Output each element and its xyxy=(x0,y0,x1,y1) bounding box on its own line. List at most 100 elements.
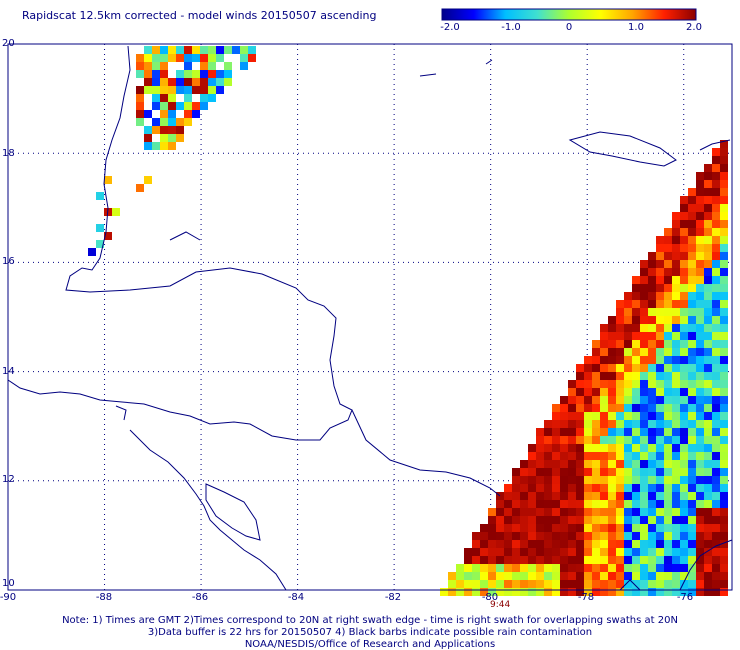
wind-difference-cell xyxy=(720,172,728,180)
wind-difference-cell xyxy=(520,524,528,532)
wind-difference-cell xyxy=(616,556,624,564)
wind-difference-cell xyxy=(672,292,680,300)
wind-difference-cell xyxy=(512,476,520,484)
wind-difference-cell xyxy=(608,508,616,516)
wind-difference-cell xyxy=(672,332,680,340)
wind-difference-cell xyxy=(672,468,680,476)
wind-difference-cell xyxy=(680,388,688,396)
wind-difference-cell xyxy=(488,532,496,540)
wind-difference-cell xyxy=(592,476,600,484)
wind-difference-cell xyxy=(688,572,696,580)
wind-difference-cell xyxy=(712,412,720,420)
wind-difference-cell xyxy=(720,476,728,484)
wind-difference-cell xyxy=(640,492,648,500)
wind-difference-cell xyxy=(648,548,656,556)
wind-difference-cell xyxy=(216,86,224,94)
wind-difference-cell xyxy=(720,300,728,308)
venezuela-coastline xyxy=(619,579,641,591)
wind-difference-cell xyxy=(200,54,208,62)
wind-difference-cell xyxy=(672,476,680,484)
wind-difference-cell xyxy=(568,388,576,396)
wind-difference-cell xyxy=(552,580,560,588)
wind-difference-cell xyxy=(632,324,640,332)
wind-difference-cell xyxy=(704,468,712,476)
wind-difference-cell xyxy=(544,516,552,524)
wind-difference-cell xyxy=(560,412,568,420)
wind-difference-cell xyxy=(496,572,504,580)
wind-difference-cell xyxy=(688,212,696,220)
wind-difference-cell xyxy=(624,580,632,588)
wind-difference-cell xyxy=(584,356,592,364)
wind-difference-cell xyxy=(696,196,704,204)
wind-difference-cell xyxy=(592,492,600,500)
wind-difference-cell xyxy=(704,404,712,412)
wind-difference-cell xyxy=(720,572,728,580)
wind-difference-cell xyxy=(648,292,656,300)
wind-difference-cell xyxy=(520,484,528,492)
wind-difference-cell xyxy=(608,396,616,404)
wind-difference-cell xyxy=(656,508,664,516)
wind-difference-cell xyxy=(704,492,712,500)
wind-difference-cell xyxy=(624,324,632,332)
wind-difference-cell xyxy=(520,500,528,508)
wind-difference-cell xyxy=(664,228,672,236)
wind-difference-cell xyxy=(696,348,704,356)
wind-difference-cell xyxy=(616,388,624,396)
wind-difference-cell xyxy=(656,468,664,476)
wind-difference-cell xyxy=(608,572,616,580)
wind-difference-cell xyxy=(616,468,624,476)
wind-difference-cell xyxy=(536,516,544,524)
wind-difference-cell xyxy=(192,86,200,94)
wind-difference-cell xyxy=(192,46,200,54)
wind-difference-cell xyxy=(648,572,656,580)
wind-difference-cell xyxy=(504,492,512,500)
wind-difference-cell xyxy=(656,532,664,540)
wind-difference-cell xyxy=(600,516,608,524)
wind-difference-cell xyxy=(216,70,224,78)
wind-difference-cell xyxy=(720,404,728,412)
wind-difference-cell xyxy=(632,580,640,588)
wind-difference-cell xyxy=(552,404,560,412)
wind-difference-cell xyxy=(512,508,520,516)
wind-difference-cell xyxy=(664,428,672,436)
wind-difference-cell xyxy=(680,404,688,412)
wind-difference-cell xyxy=(592,404,600,412)
wind-difference-cell xyxy=(672,244,680,252)
wind-difference-cell xyxy=(688,324,696,332)
wind-difference-cell xyxy=(552,420,560,428)
wind-difference-cell xyxy=(552,436,560,444)
wind-difference-cell xyxy=(136,54,144,62)
wind-difference-cell xyxy=(704,172,712,180)
wind-difference-cell xyxy=(568,404,576,412)
wind-difference-cell xyxy=(664,460,672,468)
wind-difference-cell xyxy=(600,356,608,364)
wind-difference-cell xyxy=(136,184,144,192)
wind-difference-cell xyxy=(664,308,672,316)
wind-difference-cell xyxy=(560,468,568,476)
wind-difference-cell xyxy=(528,564,536,572)
wind-difference-cell xyxy=(168,110,176,118)
wind-difference-cell xyxy=(584,556,592,564)
wind-difference-cell xyxy=(496,524,504,532)
wind-difference-cell xyxy=(720,388,728,396)
wind-difference-cell xyxy=(512,500,520,508)
wind-difference-cell xyxy=(696,548,704,556)
wind-difference-cell xyxy=(720,188,728,196)
wind-difference-cell xyxy=(680,356,688,364)
wind-difference-cell xyxy=(624,468,632,476)
wind-difference-cell xyxy=(720,140,728,148)
wind-difference-cell xyxy=(632,500,640,508)
wind-difference-cell xyxy=(608,316,616,324)
wind-difference-cell xyxy=(656,276,664,284)
wind-difference-cell xyxy=(504,580,512,588)
wind-difference-cell xyxy=(184,94,192,102)
wind-difference-cell xyxy=(576,556,584,564)
wind-difference-cell xyxy=(624,340,632,348)
wind-difference-cell xyxy=(576,420,584,428)
wind-difference-cell xyxy=(592,460,600,468)
wind-difference-cell xyxy=(632,412,640,420)
wind-difference-cell xyxy=(144,78,152,86)
wind-difference-cell xyxy=(664,532,672,540)
wind-difference-cell xyxy=(576,444,584,452)
wind-difference-cell xyxy=(680,276,688,284)
